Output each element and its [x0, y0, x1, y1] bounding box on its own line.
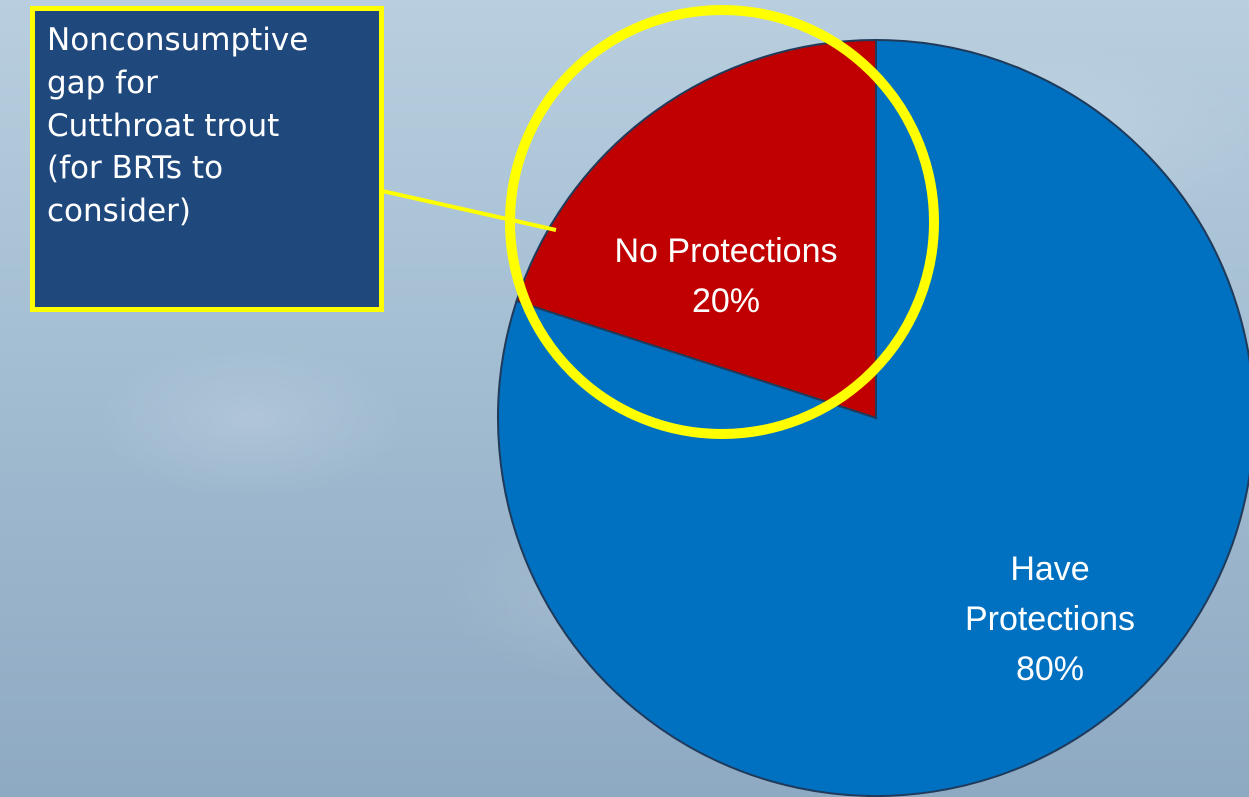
pie-slice-label-line: 20%: [692, 282, 760, 320]
pie-slice-label-line: Have: [1010, 550, 1089, 588]
callout-box: Nonconsumptive gap for Cutthroat trout (…: [30, 6, 384, 312]
pie-slice-label-0: No Protections 20%: [615, 232, 838, 320]
highlight-circle: [505, 5, 939, 439]
pie-slice-1: [497, 38, 1249, 797]
callout-connector-line: [377, 188, 557, 232]
pie-slice-label-line: No Protections: [615, 232, 838, 270]
pie-slice-label-line: 80%: [1016, 650, 1084, 688]
pie-slice-label-line: Protections: [965, 600, 1135, 638]
pie-slice-label-1: Have Protections 80%: [965, 550, 1135, 688]
callout-text: Nonconsumptive gap for Cutthroat trout (…: [47, 22, 309, 230]
pie-slice-0: [515, 38, 877, 420]
